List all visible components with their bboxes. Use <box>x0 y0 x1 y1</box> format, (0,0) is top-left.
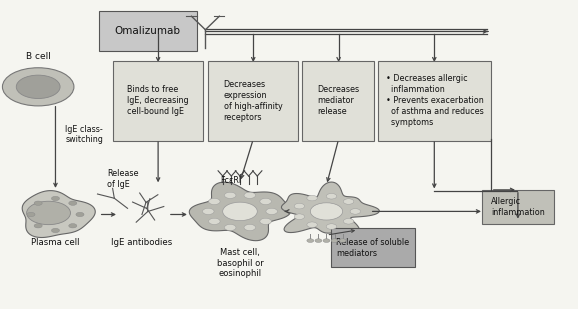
Circle shape <box>27 212 35 217</box>
Circle shape <box>310 203 343 220</box>
Text: Release
of IgE: Release of IgE <box>108 169 139 189</box>
Text: Decreases
mediator
release: Decreases mediator release <box>317 85 360 116</box>
Polygon shape <box>281 182 379 235</box>
Circle shape <box>244 224 255 231</box>
Circle shape <box>294 214 305 219</box>
Circle shape <box>51 228 60 233</box>
Text: Mast cell,
basophil or
eosinophil: Mast cell, basophil or eosinophil <box>217 248 264 278</box>
Circle shape <box>209 218 220 224</box>
Circle shape <box>323 239 330 243</box>
Text: Binds to free
IgE, decreasing
cell-bound IgE: Binds to free IgE, decreasing cell-bound… <box>127 85 188 116</box>
Circle shape <box>209 198 220 205</box>
Text: • Decreases allergic
  inflammation
• Prevents exacerbation
  of asthma and redu: • Decreases allergic inflammation • Prev… <box>386 74 483 127</box>
Circle shape <box>307 239 314 243</box>
Text: IgE class-
switching: IgE class- switching <box>65 125 103 144</box>
Circle shape <box>331 239 338 243</box>
Text: Decreases
expression
of high-affinity
receptors: Decreases expression of high-affinity re… <box>224 79 282 122</box>
Circle shape <box>76 212 84 217</box>
Circle shape <box>224 192 236 198</box>
Circle shape <box>266 208 277 214</box>
Circle shape <box>27 201 71 225</box>
Text: B cell: B cell <box>26 52 51 61</box>
Circle shape <box>51 196 60 201</box>
FancyBboxPatch shape <box>482 190 554 224</box>
FancyBboxPatch shape <box>113 61 202 141</box>
Circle shape <box>307 195 317 201</box>
Text: Plasma cell: Plasma cell <box>31 238 80 247</box>
Circle shape <box>260 218 272 224</box>
FancyBboxPatch shape <box>379 61 491 141</box>
Polygon shape <box>189 182 291 241</box>
Circle shape <box>202 208 214 214</box>
Text: Release of soluble
mediators: Release of soluble mediators <box>336 238 409 258</box>
Circle shape <box>327 193 336 199</box>
Text: Allergic
inflammation: Allergic inflammation <box>491 197 545 217</box>
Circle shape <box>69 201 77 205</box>
Circle shape <box>69 224 77 228</box>
Circle shape <box>307 222 317 227</box>
FancyBboxPatch shape <box>331 228 414 267</box>
Circle shape <box>34 224 42 228</box>
Circle shape <box>244 192 255 198</box>
Circle shape <box>327 224 336 229</box>
Text: Omalizumab: Omalizumab <box>114 27 181 36</box>
Circle shape <box>2 68 74 106</box>
Circle shape <box>294 203 305 209</box>
Circle shape <box>350 209 361 214</box>
Circle shape <box>315 239 322 243</box>
Circle shape <box>223 202 257 221</box>
Circle shape <box>34 201 42 205</box>
Circle shape <box>343 218 354 224</box>
Circle shape <box>224 224 236 231</box>
Text: IgE antibodies: IgE antibodies <box>112 238 173 247</box>
Polygon shape <box>22 191 95 238</box>
FancyBboxPatch shape <box>99 11 197 52</box>
Circle shape <box>339 239 346 243</box>
Text: FcεRI: FcεRI <box>220 176 241 185</box>
Circle shape <box>260 198 272 205</box>
FancyBboxPatch shape <box>208 61 298 141</box>
Circle shape <box>343 199 354 204</box>
FancyBboxPatch shape <box>302 61 375 141</box>
Circle shape <box>16 75 60 99</box>
